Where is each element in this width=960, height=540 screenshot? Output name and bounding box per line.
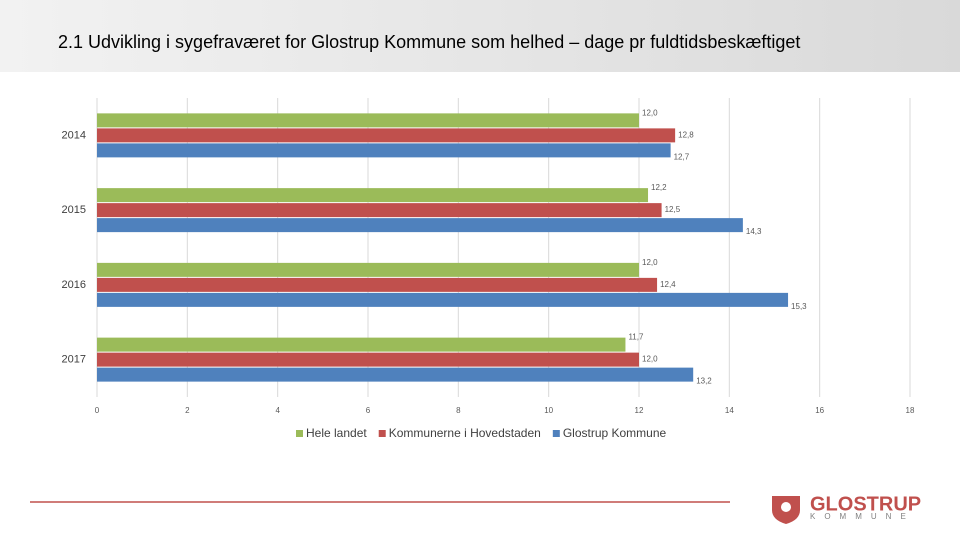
bar <box>97 262 639 277</box>
y-tick-label: 2016 <box>62 279 86 291</box>
bar <box>97 143 671 158</box>
y-tick-label: 2015 <box>62 204 86 216</box>
value-label: 11,7 <box>628 333 644 342</box>
logo-name: GLOSTRUP <box>810 493 921 515</box>
logo: GLOSTRUP KOMMUNE <box>772 493 921 524</box>
logo-emblem <box>781 502 791 512</box>
bar <box>97 352 639 367</box>
value-label: 12,0 <box>642 258 658 267</box>
x-tick-label: 16 <box>815 406 824 415</box>
x-tick-label: 8 <box>456 406 461 415</box>
x-tick-label: 4 <box>275 406 280 415</box>
value-label: 13,2 <box>696 377 712 386</box>
y-tick-label: 2014 <box>62 129 86 141</box>
bar <box>97 188 649 203</box>
value-label: 12,8 <box>678 130 694 139</box>
value-label: 12,0 <box>642 108 658 117</box>
legend-label: Hele landet <box>306 426 367 440</box>
plot: 0 2 4 6 8 10 12 14 16 18 2014 12,0 12,8 12,7 2015 12,2 1… <box>62 98 915 440</box>
bar <box>97 203 662 218</box>
legend-label: Kommunerne i Hovedstaden <box>389 426 541 440</box>
bar <box>97 277 658 292</box>
bar <box>97 367 694 382</box>
x-tick-label: 12 <box>635 406 644 415</box>
x-tick-label: 6 <box>366 406 371 415</box>
value-label: 12,7 <box>674 152 690 161</box>
value-label: 12,0 <box>642 355 658 364</box>
value-label: 12,4 <box>660 280 676 289</box>
legend-swatch <box>552 430 560 437</box>
value-label: 12,5 <box>665 205 681 214</box>
x-tick-label: 10 <box>544 406 553 415</box>
bar <box>97 218 743 233</box>
legend-label: Glostrup Kommune <box>563 426 667 440</box>
bar <box>97 128 676 143</box>
value-label: 14,3 <box>746 227 762 236</box>
legend-swatch <box>378 430 386 437</box>
x-tick-label: 2 <box>185 406 190 415</box>
logo-sub: KOMMUNE <box>810 512 915 521</box>
chart-title: 2.1 Udvikling i sygefraværet for Glostru… <box>58 32 800 52</box>
bar <box>97 292 789 307</box>
value-label: 15,3 <box>791 302 807 311</box>
x-tick-label: 18 <box>906 406 915 415</box>
y-tick-label: 2017 <box>62 354 86 366</box>
x-tick-label: 0 <box>95 406 100 415</box>
header-band <box>0 0 960 72</box>
legend-swatch <box>296 430 303 437</box>
value-label: 12,2 <box>651 183 667 192</box>
x-tick-label: 14 <box>725 406 734 415</box>
bar <box>97 337 626 352</box>
bar <box>97 113 639 128</box>
